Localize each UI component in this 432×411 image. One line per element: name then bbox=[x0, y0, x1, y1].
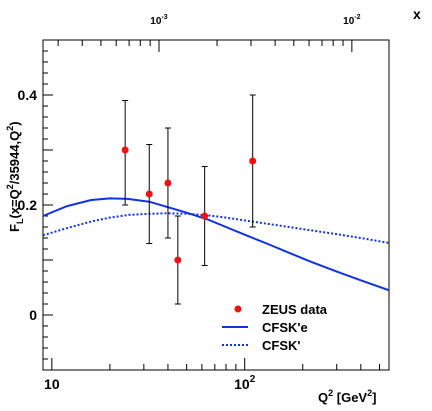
data-point bbox=[121, 146, 129, 154]
x-tick-label: 10 bbox=[44, 376, 60, 392]
data-point bbox=[174, 256, 182, 264]
data-points bbox=[121, 94, 257, 305]
data-point bbox=[249, 157, 257, 165]
x-title-main: Q bbox=[318, 390, 328, 405]
data-point bbox=[145, 190, 153, 198]
data-point bbox=[164, 179, 172, 187]
top-axis-title: x bbox=[413, 6, 421, 22]
x-tick-base: 10 bbox=[234, 376, 250, 392]
top-tick-label: 10-3 bbox=[150, 14, 167, 27]
legend-label-cfskprime: CFSK' bbox=[262, 338, 300, 353]
top-tick-exponent: -3 bbox=[161, 14, 167, 21]
x-tick-base: 10 bbox=[44, 376, 60, 392]
y-title-end: ) bbox=[7, 121, 22, 125]
legend-label-cfskprime-e: CFSK'e bbox=[262, 320, 308, 335]
top-tick-base: 10 bbox=[150, 16, 162, 27]
legend-label-zeus: ZEUS data bbox=[262, 302, 328, 317]
x-title-rest: [GeV bbox=[333, 390, 367, 405]
data-point bbox=[201, 212, 209, 220]
axis-ticks bbox=[42, 39, 381, 371]
y-title-pre: F bbox=[7, 224, 22, 232]
top-tick-exponent: -2 bbox=[354, 14, 360, 21]
y-title-post2: /35944,Q bbox=[7, 131, 22, 185]
y-axis-title: FL(x=Q2/35944,Q2) bbox=[5, 121, 25, 232]
x-title-end: ] bbox=[372, 390, 376, 405]
x-axis-title: Q2 [GeV2] bbox=[318, 388, 376, 405]
y-title-sup2: 2 bbox=[5, 126, 15, 131]
x-tick-label: 102 bbox=[234, 374, 256, 392]
x-title-sup: 2 bbox=[328, 388, 333, 398]
legend-marker-zeus bbox=[234, 305, 242, 313]
top-tick-label: 10-2 bbox=[343, 14, 360, 27]
cfsk-prime-e-curve bbox=[42, 197, 390, 292]
y-title-post: (x=Q bbox=[7, 189, 22, 218]
y-tick-label: 0 bbox=[29, 307, 37, 323]
model-curves bbox=[42, 197, 390, 292]
y-title-sup: 2 bbox=[5, 184, 15, 189]
y-tick-label: 0.4 bbox=[18, 87, 38, 103]
y-tick-label: 0.2 bbox=[18, 197, 38, 213]
x-tick-exponent: 2 bbox=[250, 374, 256, 385]
x-title-sup2: 2 bbox=[367, 388, 372, 398]
legend: ZEUS data CFSK'e CFSK' bbox=[222, 302, 328, 353]
plot-frame bbox=[42, 39, 390, 371]
y-title-sub: L bbox=[15, 218, 25, 224]
top-tick-base: 10 bbox=[343, 16, 355, 27]
cfsk-prime-curve bbox=[42, 212, 390, 244]
